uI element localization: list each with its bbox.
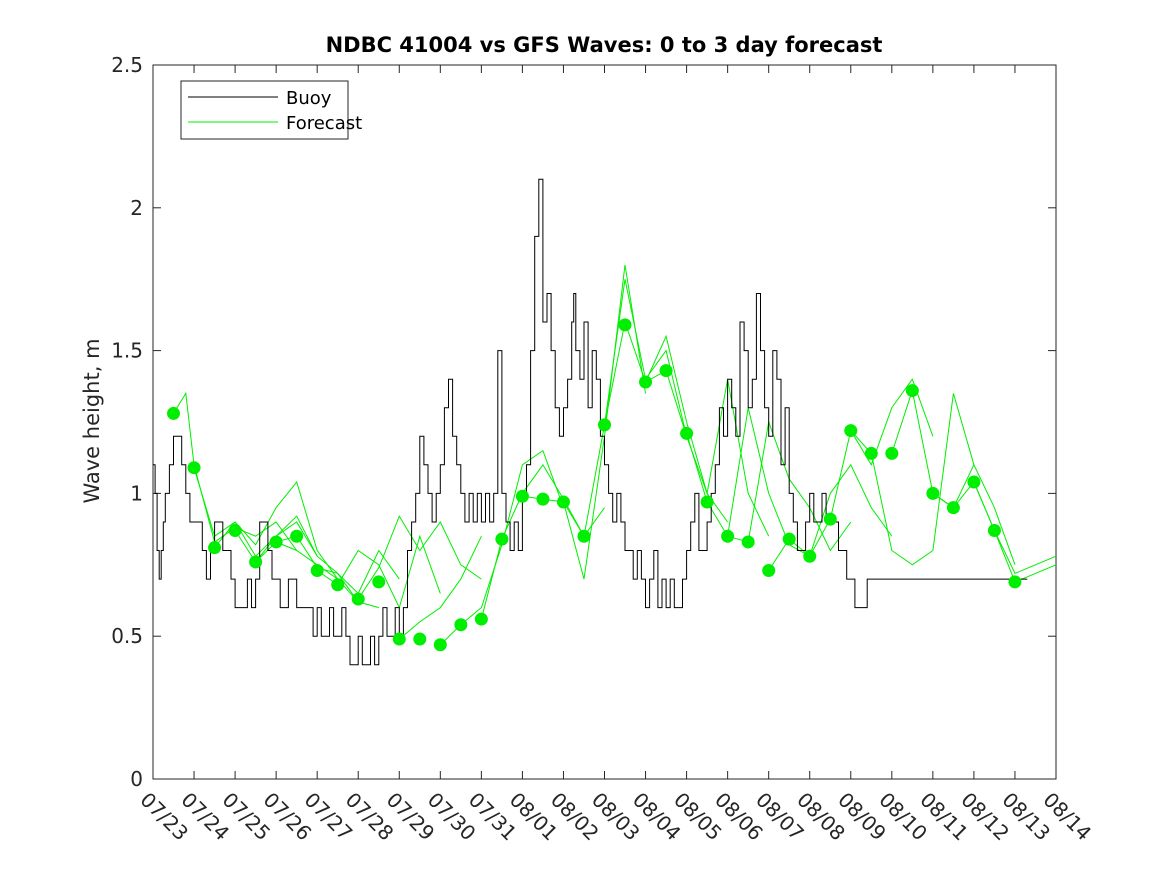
forecast-point (351, 592, 365, 606)
forecast-point (310, 564, 324, 578)
forecast-point (905, 384, 919, 398)
forecast-point (495, 532, 509, 546)
y-tick-label: 1.5 (111, 339, 143, 363)
forecast-point (187, 461, 201, 475)
forecast-point (926, 486, 940, 500)
forecast-point (844, 424, 858, 438)
forecast-point (556, 495, 570, 509)
forecast-point (680, 426, 694, 440)
forecast-point (618, 318, 632, 332)
forecast-point (413, 632, 427, 646)
forecast-point (598, 418, 611, 432)
y-axis-label: Wave height, m (80, 338, 104, 503)
forecast-point (721, 529, 735, 543)
series-group (153, 178, 1056, 666)
y-tick-label: 2.5 (111, 53, 143, 77)
legend: Buoy Forecast (180, 80, 362, 140)
forecast-line (214, 480, 339, 580)
forecast-point (885, 446, 899, 460)
forecast-line (357, 515, 482, 600)
forecast-point (269, 535, 283, 549)
forecast-point (392, 632, 406, 646)
forecast-point (331, 578, 345, 592)
forecast-point (803, 549, 817, 563)
legend-forecast-label: Forecast (286, 113, 362, 134)
forecast-point (454, 618, 468, 632)
forecast-point (372, 575, 386, 589)
legend-box (180, 80, 349, 140)
forecast-point (946, 501, 960, 515)
forecast-point (474, 612, 488, 626)
y-tick-label: 0.5 (111, 624, 143, 648)
forecast-point (700, 495, 714, 509)
forecast-point (823, 512, 837, 526)
forecast-point (249, 555, 263, 569)
buoy-line (153, 178, 1028, 666)
forecast-point (782, 532, 796, 546)
forecast-point (577, 529, 591, 543)
forecast-point (987, 524, 1001, 538)
forecast-point (208, 541, 222, 555)
forecast-point (433, 638, 447, 652)
forecast-point (639, 375, 653, 389)
y-tick-label: 1 (130, 481, 143, 505)
forecast-point (228, 524, 242, 538)
forecast-point (1008, 575, 1022, 589)
forecast-point (967, 475, 981, 489)
forecast-point (864, 446, 878, 460)
y-tick-label: 2 (130, 196, 143, 220)
forecast-point (290, 529, 304, 543)
forecast-point (659, 364, 673, 378)
forecast-line (398, 535, 482, 640)
forecast-point (515, 489, 529, 503)
forecast-point (167, 406, 181, 420)
legend-buoy-label: Buoy (286, 88, 332, 109)
forecast-point (536, 492, 550, 506)
y-tick-label: 0 (130, 767, 143, 791)
chart-title: NDBC 41004 vs GFS Waves: 0 to 3 day fore… (326, 33, 883, 57)
forecast-point (762, 564, 776, 578)
forecast-point (741, 535, 755, 549)
